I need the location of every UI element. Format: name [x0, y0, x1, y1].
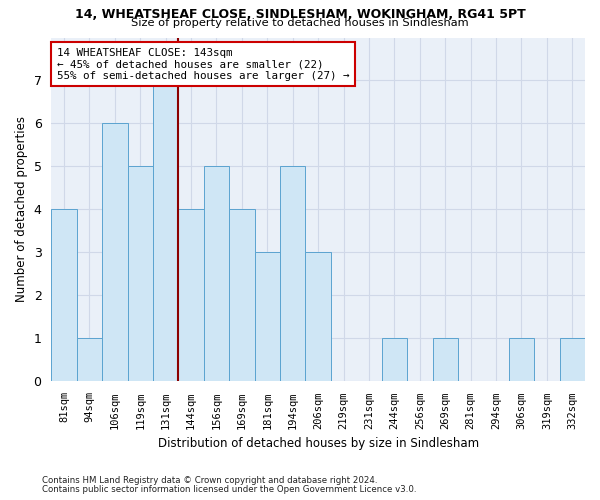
Bar — [382, 338, 407, 382]
Text: Size of property relative to detached houses in Sindlesham: Size of property relative to detached ho… — [131, 18, 469, 28]
Bar — [305, 252, 331, 382]
Bar — [229, 210, 254, 382]
Bar — [51, 210, 77, 382]
Bar — [254, 252, 280, 382]
Bar — [77, 338, 102, 382]
Bar — [178, 210, 204, 382]
Text: 14 WHEATSHEAF CLOSE: 143sqm
← 45% of detached houses are smaller (22)
55% of sem: 14 WHEATSHEAF CLOSE: 143sqm ← 45% of det… — [56, 48, 349, 81]
Bar — [153, 80, 178, 382]
Bar — [509, 338, 534, 382]
Bar — [128, 166, 153, 382]
Bar — [560, 338, 585, 382]
Y-axis label: Number of detached properties: Number of detached properties — [15, 116, 28, 302]
Text: Contains public sector information licensed under the Open Government Licence v3: Contains public sector information licen… — [42, 485, 416, 494]
Text: Contains HM Land Registry data © Crown copyright and database right 2024.: Contains HM Land Registry data © Crown c… — [42, 476, 377, 485]
Bar — [204, 166, 229, 382]
Bar — [280, 166, 305, 382]
X-axis label: Distribution of detached houses by size in Sindlesham: Distribution of detached houses by size … — [158, 437, 479, 450]
Text: 14, WHEATSHEAF CLOSE, SINDLESHAM, WOKINGHAM, RG41 5PT: 14, WHEATSHEAF CLOSE, SINDLESHAM, WOKING… — [74, 8, 526, 20]
Bar — [433, 338, 458, 382]
Bar — [102, 124, 128, 382]
